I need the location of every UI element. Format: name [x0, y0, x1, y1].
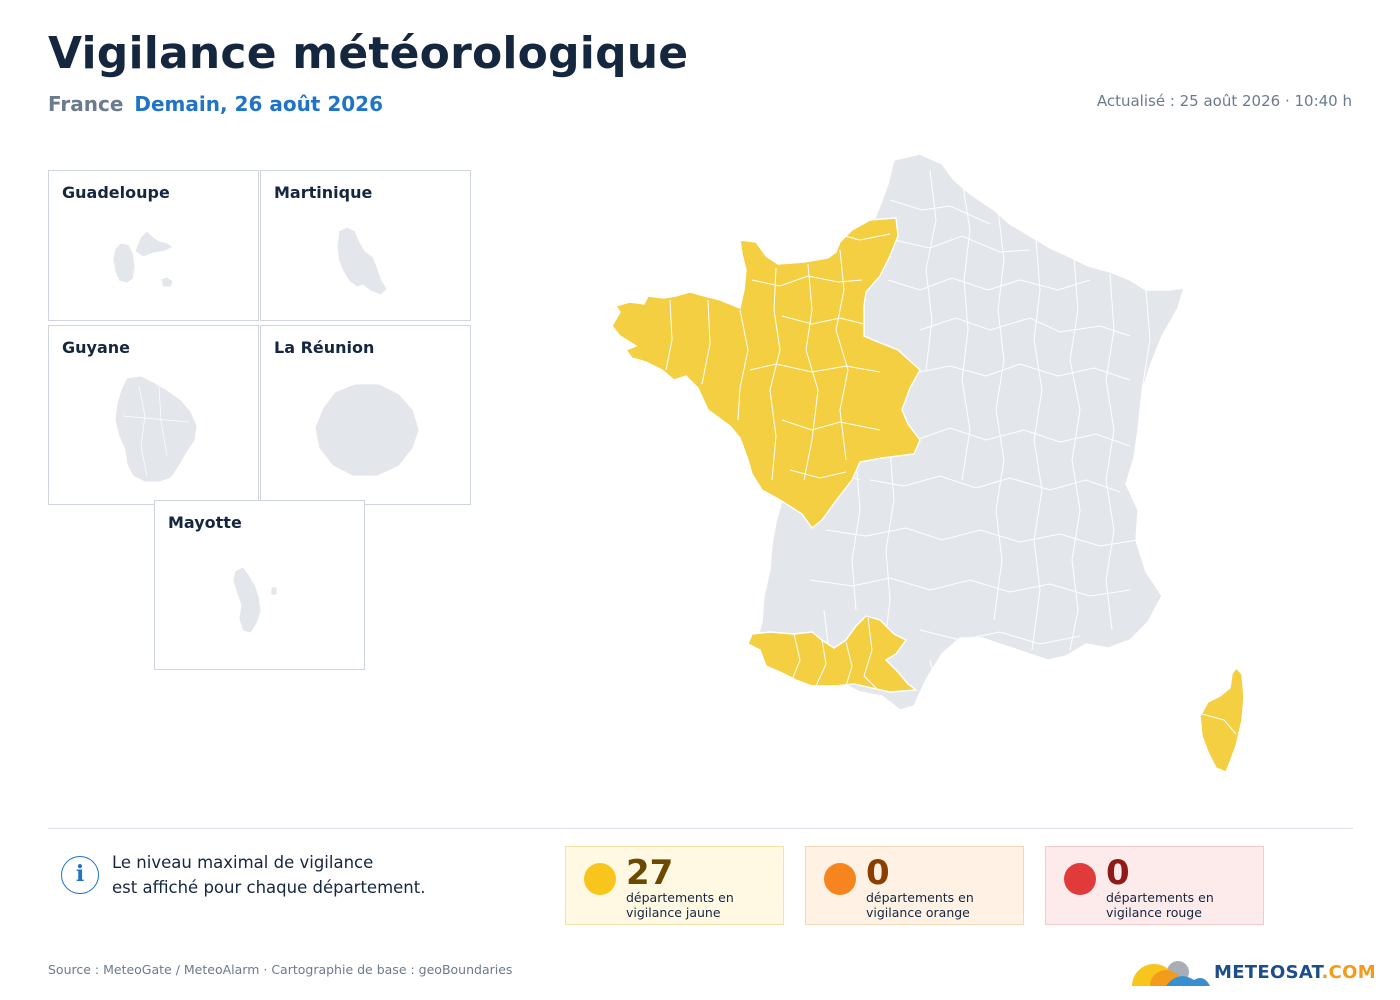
yellow-pyrenees-borders	[791, 617, 877, 689]
stat-orange: 0 départements en vigilance orange	[805, 846, 1024, 925]
yellow-dot-icon	[584, 863, 616, 895]
guadeloupe-map	[112, 230, 174, 288]
mayotte-petite-terre	[270, 586, 278, 596]
logo-weather-icon	[1132, 961, 1210, 986]
yellow-caption: départements en vigilance jaune	[626, 890, 734, 920]
info-line: Le niveau maximal de vigilance	[112, 853, 374, 872]
inset-label: La Réunion	[274, 338, 375, 357]
corsica-yellow	[1199, 666, 1245, 773]
inset-guadeloupe: Guadeloupe	[48, 170, 259, 321]
mayotte-grande-terre	[232, 566, 262, 634]
red-count: 0	[1106, 853, 1130, 893]
brand-text: METEOSAT.COM	[1214, 962, 1376, 983]
guyane-map	[114, 375, 198, 483]
guadeloupe-basse-terre	[112, 242, 136, 284]
guyane-territory	[114, 375, 198, 483]
inset-guyane: Guyane	[48, 325, 259, 505]
la-reunion-map	[314, 383, 420, 477]
info-icon: i	[61, 856, 99, 894]
caption-line: vigilance rouge	[1106, 905, 1202, 920]
inset-label: Martinique	[274, 183, 373, 202]
caption-line: départements en	[1106, 890, 1214, 905]
stat-yellow: 27 départements en vigilance jaune	[565, 846, 784, 925]
martinique-island	[336, 226, 388, 296]
inset-label: Guadeloupe	[62, 183, 170, 202]
inset-la-reunion: La Réunion	[260, 325, 471, 505]
info-text: Le niveau maximal de vigilance est affic…	[112, 850, 425, 900]
country-label: France	[48, 92, 124, 116]
orange-dot-icon	[824, 863, 856, 895]
caption-line: vigilance jaune	[626, 905, 721, 920]
martinique-map	[336, 226, 388, 296]
source-credit: Source : MeteoGate / MeteoAlarm · Cartog…	[48, 962, 513, 977]
department-borders	[809, 169, 1151, 701]
stat-red: 0 départements en vigilance rouge	[1045, 846, 1264, 925]
caption-line: vigilance orange	[866, 905, 970, 920]
forecast-date: Demain, 26 août 2026	[134, 92, 383, 116]
yellow-pyrenees-block	[747, 615, 918, 693]
inset-label: Guyane	[62, 338, 130, 357]
caption-line: départements en	[866, 890, 974, 905]
updated-timestamp: Actualisé : 25 août 2026 · 10:40 h	[1096, 92, 1352, 110]
red-dot-icon	[1064, 863, 1096, 895]
guadeloupe-grande-terre	[134, 230, 174, 258]
brand-suffix: .COM	[1321, 962, 1376, 983]
inset-mayotte: Mayotte	[154, 500, 365, 670]
caption-line: départements en	[626, 890, 734, 905]
info-line: est affiché pour chaque département.	[112, 878, 426, 897]
page-title: Vigilance météorologique	[48, 28, 689, 79]
legend-divider	[48, 828, 1353, 829]
red-caption: départements en vigilance rouge	[1106, 890, 1214, 920]
orange-caption: départements en vigilance orange	[866, 890, 974, 920]
subtitle: France Demain, 26 août 2026	[48, 92, 383, 116]
la-reunion-island	[314, 383, 420, 477]
mayotte-map	[232, 566, 278, 634]
orange-count: 0	[866, 853, 890, 893]
inset-label: Mayotte	[168, 513, 242, 532]
france-map	[611, 153, 1245, 773]
brand-main: METEOSAT	[1214, 962, 1322, 983]
yellow-count: 27	[626, 853, 674, 893]
yellow-west-borders	[665, 229, 891, 481]
marie-galante	[160, 276, 174, 288]
inset-martinique: Martinique	[260, 170, 471, 321]
meteosat-logo: METEOSAT.COM	[1130, 958, 1376, 988]
corsica-border	[1201, 713, 1237, 735]
